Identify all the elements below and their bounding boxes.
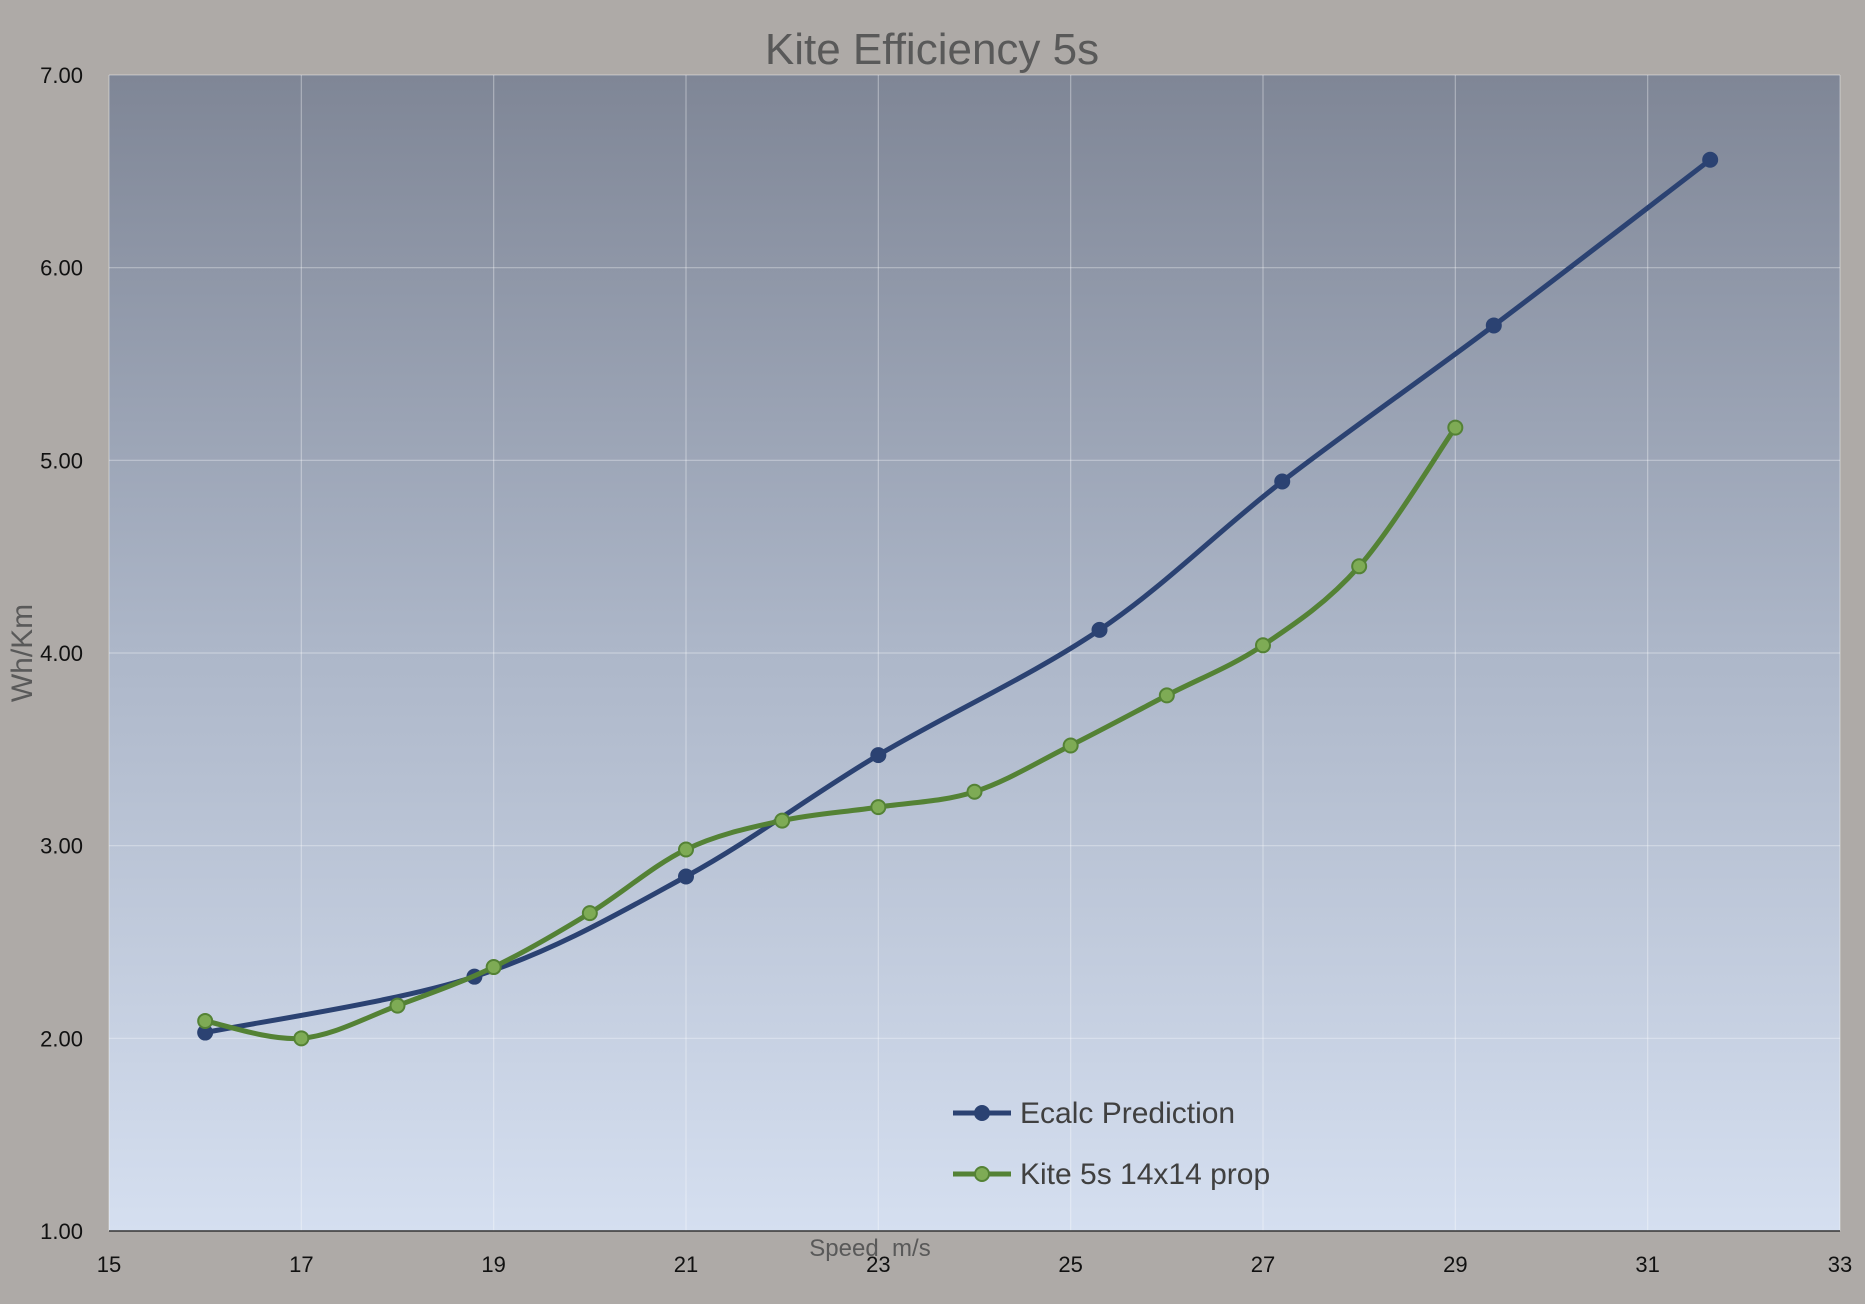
y-tick-label: 3.00 <box>40 834 83 859</box>
data-point <box>870 799 887 816</box>
data-point <box>389 997 406 1014</box>
y-tick-label: 4.00 <box>40 641 83 666</box>
legend-marker <box>974 1105 990 1121</box>
data-point <box>1255 637 1271 654</box>
y-tick-label: 7.00 <box>40 63 83 88</box>
legend-marker <box>974 1166 990 1182</box>
series <box>197 151 1719 1047</box>
x-tick-label: 23 <box>866 1252 890 1277</box>
x-tick-label: 21 <box>674 1252 698 1277</box>
data-point <box>870 747 887 764</box>
data-point <box>1485 317 1502 334</box>
data-point <box>1274 473 1291 490</box>
data-point <box>485 959 502 976</box>
y-tick-label: 1.00 <box>40 1219 83 1244</box>
legend-item: Ecalc Prediction <box>953 1097 1235 1130</box>
x-tick-label: 17 <box>289 1252 313 1277</box>
tick-labels: 15 17 19 21 23 25 27 29 31 33 1.00 2.00 3.00 4.00 5.00… <box>40 63 1852 1277</box>
series-kite-5s-14x14-prop <box>197 419 1464 1047</box>
data-point <box>293 1030 310 1047</box>
x-tick-label: 33 <box>1828 1252 1852 1277</box>
legend-label: Kite 5s 14x14 prop <box>1020 1158 1270 1191</box>
data-point <box>581 905 598 922</box>
data-point <box>1091 621 1108 638</box>
y-tick-label: 6.00 <box>40 256 83 281</box>
data-point <box>966 783 983 800</box>
x-tick-label: 31 <box>1635 1252 1659 1277</box>
x-tick-label: 29 <box>1443 1252 1467 1277</box>
data-point <box>1062 737 1079 754</box>
plot-area <box>109 75 1840 1231</box>
data-point <box>774 812 791 829</box>
x-tick-label: 25 <box>1058 1252 1082 1277</box>
y-tick-label: 5.00 <box>40 448 83 473</box>
data-point <box>197 1012 214 1029</box>
x-tick-label: 27 <box>1251 1252 1275 1277</box>
x-axis-title: Speed m/s <box>809 1235 930 1262</box>
data-point <box>678 868 694 885</box>
data-point <box>1351 558 1368 575</box>
data-point <box>1158 687 1175 704</box>
legend-label: Ecalc Prediction <box>1020 1097 1235 1130</box>
x-tick-label: 15 <box>97 1252 121 1277</box>
chart-title: Kite Efficiency 5s <box>765 25 1099 74</box>
x-tick-label: 19 <box>481 1252 505 1277</box>
legend: Ecalc Prediction Kite 5s 14x14 prop <box>953 1097 1270 1191</box>
data-point <box>678 841 694 858</box>
y-axis-title: Wh/Km <box>6 604 39 702</box>
data-point <box>1447 419 1464 436</box>
data-point <box>1702 151 1719 168</box>
legend-item: Kite 5s 14x14 prop <box>953 1158 1270 1191</box>
y-tick-label: 2.00 <box>40 1026 83 1051</box>
